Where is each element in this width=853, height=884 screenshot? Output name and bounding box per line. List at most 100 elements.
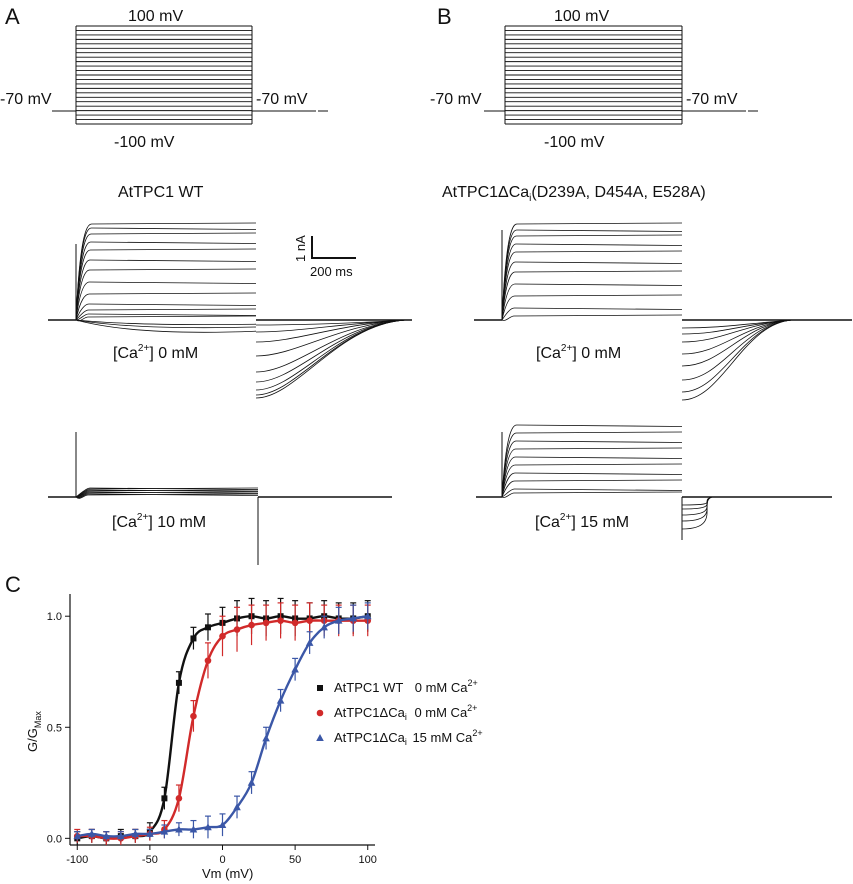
panel-b-voltage-protocol: 100 mV -70 mV -70 mV -100 mV bbox=[430, 8, 758, 151]
data-point bbox=[248, 621, 255, 629]
tail-current-trace bbox=[681, 319, 793, 393]
tail-current-trace bbox=[681, 319, 793, 367]
x-tick-label: 50 bbox=[289, 854, 301, 866]
panel-a-protocol-hold-left-label: -70 mV bbox=[0, 91, 52, 108]
current-trace bbox=[501, 472, 683, 498]
chart-legend: AtTPC1 WT 0 mM Ca2+AtTPC1ΔCai 0 mM Ca2+A… bbox=[316, 678, 483, 747]
conductance-chart: -100 -50 0 50 100 0.0 0.5 1.0 Vm (mV) G/GMax A… bbox=[25, 594, 483, 881]
current-trace bbox=[501, 307, 683, 321]
tail-current-trace bbox=[255, 319, 407, 373]
panel-a-protocol-hold-right-label: -70 mV bbox=[256, 91, 308, 108]
legend-marker bbox=[316, 734, 324, 741]
x-tick-label: -100 bbox=[66, 854, 88, 866]
data-point bbox=[277, 617, 284, 624]
data-point bbox=[204, 624, 211, 631]
tail-current-trace bbox=[681, 319, 793, 335]
current-trace bbox=[501, 294, 683, 321]
tail-current-trace bbox=[681, 319, 793, 329]
data-point bbox=[262, 734, 270, 742]
scale-bar-current-label: 1 nA bbox=[293, 235, 308, 262]
legend-label-main: AtTPC1 WT bbox=[334, 680, 403, 695]
data-point bbox=[363, 612, 372, 620]
data-point bbox=[291, 619, 299, 627]
current-trace bbox=[75, 487, 259, 498]
data-point bbox=[334, 616, 343, 624]
legend-label-sup: 2+ bbox=[467, 678, 477, 688]
data-point bbox=[262, 619, 270, 627]
tail-current-trace bbox=[255, 319, 407, 399]
panel-b-title: AtTPC1ΔCai(D239A, D454A, E528A) bbox=[442, 184, 706, 204]
current-trace bbox=[75, 303, 257, 321]
data-point bbox=[320, 623, 328, 631]
current-trace bbox=[75, 281, 257, 321]
legend-label-main: AtTPC1ΔCa bbox=[334, 705, 406, 720]
panel-b-condition-2-label: [Ca2+] 15 mM bbox=[535, 512, 629, 531]
current-trace bbox=[501, 283, 683, 321]
panel-a-letter: A bbox=[5, 4, 20, 29]
legend-label: AtTPC1 WT 0 mM Ca2+ bbox=[334, 678, 478, 695]
current-trace bbox=[501, 234, 683, 321]
legend-label: AtTPC1ΔCai 0 mM Ca2+ bbox=[334, 703, 477, 722]
current-trace bbox=[501, 261, 683, 321]
data-point bbox=[146, 829, 154, 837]
current-trace bbox=[501, 456, 683, 498]
panel-b-current-traces-0mm bbox=[474, 222, 852, 401]
data-point bbox=[204, 657, 212, 664]
panel-a-protocol-bottom-label: -100 mV bbox=[114, 134, 175, 151]
series-2 bbox=[73, 602, 372, 845]
legend-label-conc: 0 mM Ca bbox=[411, 680, 468, 695]
chart-x-ticks: -100 -50 0 50 100 bbox=[66, 845, 377, 866]
panel-b-condition-1-label: [Ca2+] 0 mM bbox=[536, 343, 621, 362]
legend-label: AtTPC1ΔCai 15 mM Ca2+ bbox=[334, 728, 483, 747]
panel-b-letter: B bbox=[437, 4, 452, 29]
current-trace bbox=[75, 319, 257, 326]
tail-current-trace bbox=[681, 319, 793, 381]
y-tick-label: 0.5 bbox=[47, 722, 62, 734]
current-trace bbox=[501, 488, 683, 498]
data-point bbox=[218, 821, 227, 829]
tail-current-trace bbox=[255, 319, 407, 357]
legend-marker bbox=[317, 685, 323, 691]
current-trace bbox=[75, 292, 257, 321]
scale-bar-lines bbox=[311, 236, 356, 259]
x-tick-label: 100 bbox=[359, 854, 377, 866]
tail-current-trace bbox=[681, 496, 713, 506]
data-point bbox=[190, 635, 197, 642]
panel-b-protocol-bottom-label: -100 mV bbox=[544, 134, 605, 151]
legend-label-conc: 0 mM Ca bbox=[411, 705, 468, 720]
current-trace bbox=[501, 479, 683, 498]
current-trace bbox=[75, 232, 257, 321]
current-trace bbox=[501, 491, 683, 498]
data-point bbox=[87, 829, 96, 837]
tail-current-trace bbox=[681, 319, 793, 401]
tail-current-trace bbox=[255, 319, 407, 326]
chart-y-ticks: 0.0 0.5 1.0 bbox=[47, 611, 70, 845]
data-point bbox=[175, 795, 183, 802]
data-point bbox=[349, 614, 358, 622]
panel-c-letter: C bbox=[5, 572, 21, 597]
legend-label-main: AtTPC1ΔCa bbox=[334, 730, 406, 745]
y-tick-label: 0.0 bbox=[47, 833, 62, 845]
data-point bbox=[190, 712, 197, 720]
x-tick-label: 0 bbox=[219, 854, 225, 866]
data-point bbox=[306, 617, 313, 624]
panel-a-title: AtTPC1 WT bbox=[118, 184, 204, 201]
series-3 bbox=[73, 602, 372, 841]
data-point bbox=[219, 632, 226, 640]
current-trace bbox=[75, 222, 257, 321]
data-point bbox=[102, 832, 111, 840]
current-trace bbox=[75, 315, 257, 322]
panel-a-current-traces-10mm bbox=[48, 432, 392, 565]
current-trace bbox=[501, 229, 683, 321]
current-trace bbox=[501, 314, 683, 321]
current-trace bbox=[75, 319, 257, 329]
panel-b-protocol-hold-right-label: -70 mV bbox=[686, 91, 738, 108]
current-trace bbox=[75, 319, 257, 333]
data-point bbox=[276, 696, 285, 704]
data-point bbox=[247, 778, 256, 786]
x-tick-label: -50 bbox=[142, 854, 158, 866]
tail-current-trace bbox=[681, 319, 793, 355]
legend-label-sup: 2+ bbox=[472, 728, 482, 738]
data-point bbox=[233, 803, 241, 811]
